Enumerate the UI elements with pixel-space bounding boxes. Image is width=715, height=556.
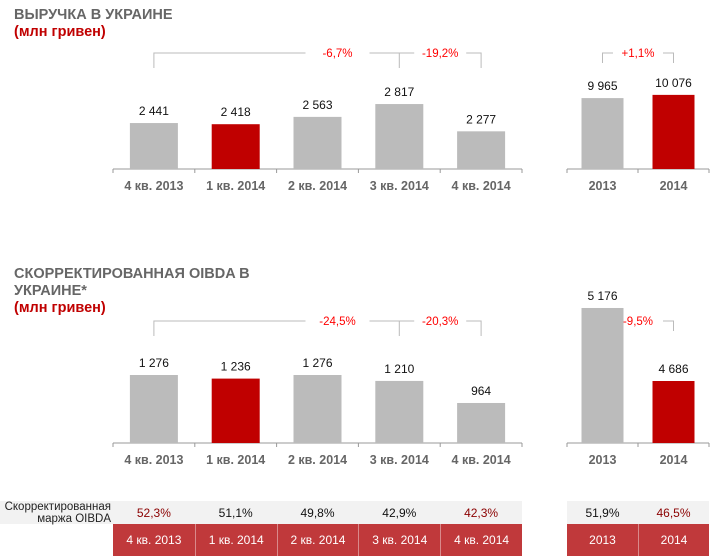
margin-value-cell: 52,3% (136, 505, 171, 520)
data-label: 2 277 (466, 112, 496, 126)
bar (129, 123, 178, 169)
annual-margin-headers-row: 2013 2014 (567, 524, 709, 556)
oibda-chart-subtitle: (млн гривен) (14, 300, 106, 316)
oibda-chart-title-line1: СКОРРЕКТИРОВАННАЯ OIBDA В (14, 266, 250, 282)
margin-value-cell: 42,9% (382, 505, 417, 520)
margin-period-header: 2 кв. 2014 (276, 524, 359, 556)
x-tick-label: 4 кв. 2013 (124, 179, 183, 193)
data-label: 5 176 (587, 289, 617, 303)
change-bracket (466, 320, 482, 336)
data-label: 10 076 (655, 76, 692, 90)
x-tick-label: 2 кв. 2014 (288, 179, 347, 193)
revenue-chart-title: ВЫРУЧКА В УКРАИНЕ (14, 7, 173, 23)
change-label: +1,1% (622, 48, 655, 60)
margin-row-label: Скорректированная маржа OIBDA (0, 501, 113, 525)
oibda-chart-title-line2: УКРАИНЕ* (14, 283, 87, 299)
margin-value-cell: 51,9% (585, 505, 620, 520)
change-label: -9,5% (623, 316, 653, 328)
bar (652, 381, 695, 443)
change-bracket (466, 52, 482, 68)
change-bracket (602, 320, 613, 331)
margin-value-cell: 49,8% (300, 505, 335, 520)
margin-period-header: 1 кв. 2014 (194, 524, 277, 556)
x-tick-label: 4 кв. 2013 (124, 453, 183, 467)
data-label: 1 236 (221, 360, 251, 374)
bar (375, 104, 424, 169)
change-bracket (153, 320, 306, 336)
bar (211, 124, 260, 169)
data-label: 1 276 (139, 356, 169, 370)
data-label: 2 441 (139, 104, 169, 118)
x-tick-label: 2013 (589, 453, 617, 467)
x-tick-label: 2 кв. 2014 (288, 453, 347, 467)
quarterly-margin-headers-row: 4 кв. 2013 1 кв. 2014 2 кв. 2014 3 кв. 2014… (113, 524, 522, 556)
margin-period-header: 2013 (589, 533, 616, 547)
change-label: -24,5% (319, 316, 355, 328)
x-tick-label: 3 кв. 2014 (370, 179, 429, 193)
change-bracket (663, 52, 674, 63)
data-label: 9 965 (587, 79, 617, 93)
change-bracket (369, 52, 400, 68)
bar (457, 402, 506, 443)
bar (293, 375, 342, 443)
change-label: -20,3% (422, 316, 458, 328)
x-tick-label: 3 кв. 2014 (370, 453, 429, 467)
margin-value-cell: 42,3% (464, 505, 499, 520)
bar (457, 131, 506, 169)
x-tick-label: 4 кв. 2014 (452, 453, 511, 467)
annual-margin-values-row: 51,9% 46,5% (567, 501, 709, 524)
data-label: 964 (471, 384, 491, 398)
data-label: 2 563 (302, 98, 332, 112)
change-bracket (153, 52, 306, 68)
change-bracket (369, 320, 400, 336)
data-label: 2 418 (221, 105, 251, 119)
quarterly-margin-values-row: 52,3% 51,1% 49,8% 42,9% 42,3% (113, 501, 522, 524)
bar (652, 94, 695, 169)
margin-value-cell: 51,1% (218, 505, 253, 520)
x-tick-label: 4 кв. 2014 (452, 179, 511, 193)
data-label: 2 817 (384, 85, 414, 99)
bar-charts: 2 441 4 кв. 2013 2 418 1 кв. 2014 2 563 2 кв.… (112, 48, 710, 467)
bar (211, 378, 260, 443)
change-label: -19,2% (422, 48, 458, 60)
bar (293, 116, 342, 169)
margin-period-header: 2014 (638, 524, 709, 556)
bar (581, 98, 624, 169)
margin-period-header: 4 кв. 2013 (126, 533, 182, 547)
data-label: 1 210 (384, 362, 414, 376)
x-tick-label: 2013 (589, 179, 617, 193)
margin-period-header: 3 кв. 2014 (358, 524, 440, 556)
margin-period-header: 4 кв. 2014 (440, 524, 522, 556)
change-label: -6,7% (322, 48, 352, 60)
data-label: 4 686 (658, 362, 688, 376)
change-bracket (663, 320, 674, 331)
x-tick-label: 1 кв. 2014 (206, 179, 265, 193)
x-tick-label: 1 кв. 2014 (206, 453, 265, 467)
margin-row-label-line2: маржа OIBDA (37, 513, 111, 525)
data-label: 1 276 (302, 356, 332, 370)
bar (375, 380, 424, 443)
change-bracket (602, 52, 613, 63)
x-tick-label: 2014 (660, 453, 688, 467)
bar (129, 375, 178, 443)
margin-value-cell: 46,5% (656, 505, 691, 520)
margin-row-label-line1: Скорректированная (4, 501, 111, 513)
x-tick-label: 2014 (660, 179, 688, 193)
revenue-chart-subtitle: (млн гривен) (14, 24, 106, 40)
